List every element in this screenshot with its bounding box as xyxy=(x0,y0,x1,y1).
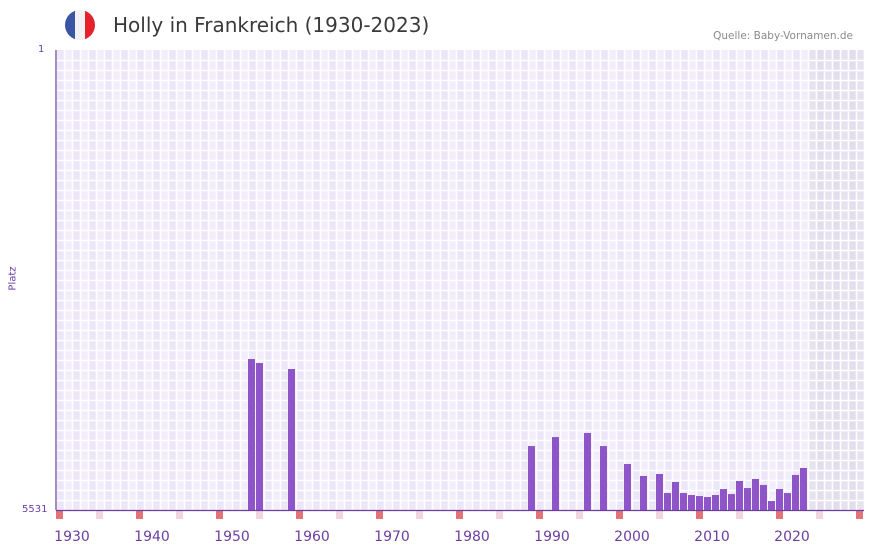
decade-marker xyxy=(856,511,863,519)
bar-2016 xyxy=(760,484,767,510)
bar-2019 xyxy=(784,493,791,510)
decade-marker xyxy=(776,511,783,519)
bar-2013 xyxy=(736,480,743,510)
flag-blue xyxy=(65,10,75,40)
bar-1957 xyxy=(288,369,295,510)
x-tick-label: 2020 xyxy=(774,529,810,545)
flag-red xyxy=(85,10,95,40)
bar-1952 xyxy=(248,359,255,510)
bar-2001 xyxy=(640,475,647,510)
bar-1990 xyxy=(552,437,559,510)
half-decade-marker xyxy=(256,511,263,519)
bar-2020 xyxy=(792,474,799,510)
bar-2017 xyxy=(768,501,775,510)
bar-1996 xyxy=(600,446,607,510)
decade-marker xyxy=(376,511,383,519)
half-decade-marker xyxy=(96,511,103,519)
half-decade-marker xyxy=(336,511,343,519)
decade-marker xyxy=(536,511,543,519)
bar-2005 xyxy=(672,481,679,510)
x-tick-label: 1960 xyxy=(294,529,330,545)
bar-2018 xyxy=(776,489,783,510)
x-tick-label: 1930 xyxy=(54,529,90,545)
half-decade-marker xyxy=(496,511,503,519)
bar-2014 xyxy=(744,488,751,510)
bar-2008 xyxy=(696,496,703,510)
bar-2010 xyxy=(712,495,719,510)
half-decade-marker xyxy=(816,511,823,519)
bar-2012 xyxy=(728,494,735,510)
bar-1999 xyxy=(624,464,631,510)
half-decade-marker xyxy=(416,511,423,519)
x-tick-label: 1990 xyxy=(534,529,570,545)
decade-marker xyxy=(216,511,223,519)
bar-2003 xyxy=(656,473,663,510)
half-decade-marker xyxy=(176,511,183,519)
bar-2007 xyxy=(688,495,695,510)
bar-2011 xyxy=(720,489,727,510)
bar-1994 xyxy=(584,432,591,510)
half-decade-marker xyxy=(576,511,583,519)
chart-title: Holly in Frankreich (1930-2023) xyxy=(113,13,430,37)
bar-2009 xyxy=(704,497,711,510)
bar-2021 xyxy=(800,467,807,510)
flag-white xyxy=(75,10,85,40)
half-decade-marker xyxy=(736,511,743,519)
decade-marker xyxy=(296,511,303,519)
source-link[interactable]: Quelle: Baby-Vornamen.de xyxy=(713,30,853,42)
decade-marker xyxy=(136,511,143,519)
x-tick-label: 1950 xyxy=(214,529,250,545)
y-tick-bottom: 5531 xyxy=(22,504,48,515)
x-tick-label: 1980 xyxy=(454,529,490,545)
bar-2004 xyxy=(664,493,671,510)
y-tick-top: 1 xyxy=(38,44,45,55)
x-tick-label: 2000 xyxy=(614,529,650,545)
x-tick-label: 1940 xyxy=(134,529,170,545)
decade-marker xyxy=(616,511,623,519)
bar-2015 xyxy=(752,478,759,510)
x-tick-label: 2010 xyxy=(694,529,730,545)
x-tick-label: 1970 xyxy=(374,529,410,545)
bar-2006 xyxy=(680,493,687,510)
bar-1987 xyxy=(528,446,535,510)
half-decade-marker xyxy=(656,511,663,519)
decade-marker xyxy=(456,511,463,519)
decade-marker xyxy=(56,511,63,519)
france-flag-icon xyxy=(65,10,95,40)
decade-marker xyxy=(696,511,703,519)
bar-1953 xyxy=(256,363,263,510)
